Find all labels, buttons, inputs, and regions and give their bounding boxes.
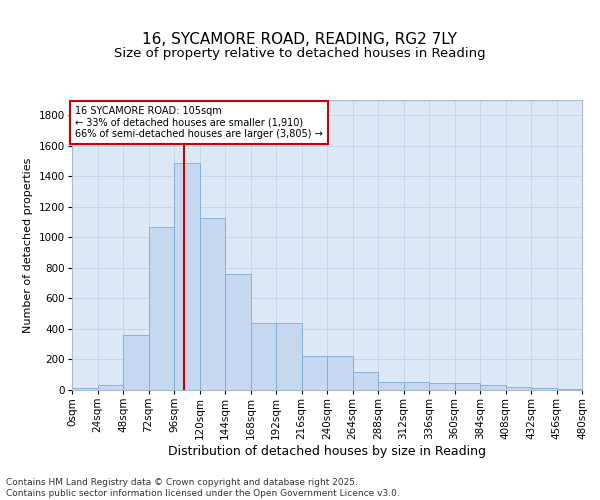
Bar <box>480 386 505 390</box>
Y-axis label: Number of detached properties: Number of detached properties <box>23 158 33 332</box>
Bar <box>72 388 97 390</box>
Bar <box>97 384 123 390</box>
Bar <box>276 323 302 390</box>
Bar <box>353 372 378 390</box>
Bar <box>557 389 582 390</box>
Bar <box>455 383 480 390</box>
Text: Size of property relative to detached houses in Reading: Size of property relative to detached ho… <box>114 48 486 60</box>
Bar <box>429 383 455 390</box>
Bar <box>149 226 174 390</box>
Bar <box>404 382 429 390</box>
Bar <box>302 356 327 390</box>
Bar <box>174 162 199 390</box>
Bar <box>199 218 225 390</box>
Bar <box>505 387 531 390</box>
Text: Contains HM Land Registry data © Crown copyright and database right 2025.
Contai: Contains HM Land Registry data © Crown c… <box>6 478 400 498</box>
Text: 16 SYCAMORE ROAD: 105sqm
← 33% of detached houses are smaller (1,910)
66% of sem: 16 SYCAMORE ROAD: 105sqm ← 33% of detach… <box>75 106 323 140</box>
Text: 16, SYCAMORE ROAD, READING, RG2 7LY: 16, SYCAMORE ROAD, READING, RG2 7LY <box>143 32 458 48</box>
X-axis label: Distribution of detached houses by size in Reading: Distribution of detached houses by size … <box>168 444 486 458</box>
Bar <box>251 323 276 390</box>
Bar <box>225 274 251 390</box>
Bar <box>378 382 404 390</box>
Bar <box>123 335 149 390</box>
Bar <box>531 388 557 390</box>
Bar <box>327 356 353 390</box>
